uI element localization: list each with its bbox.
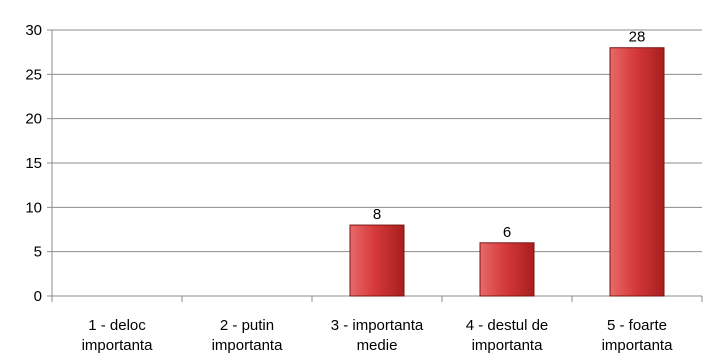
bar	[349, 224, 405, 297]
x-category-label: 5 - foarte	[607, 317, 667, 334]
y-axis-ticks: 0 5 10 15 20 25 30	[25, 22, 42, 305]
y-tick-label: 25	[25, 66, 42, 83]
y-tick-label: 0	[34, 288, 42, 305]
data-labels: 8 6 28	[373, 29, 646, 241]
x-category-label: 1 - deloc	[88, 317, 146, 334]
y-tick-label: 10	[25, 199, 42, 216]
data-label: 6	[503, 224, 511, 241]
x-category-label: 3 - importanta	[331, 317, 424, 334]
data-label: 8	[373, 206, 381, 223]
bars	[349, 47, 665, 297]
y-tick-label: 30	[25, 22, 42, 39]
x-category-label: importanta	[82, 337, 154, 354]
x-category-label: importanta	[602, 337, 674, 354]
x-category-label: medie	[357, 337, 398, 354]
x-category-label: importanta	[472, 337, 544, 354]
data-label: 28	[629, 29, 646, 46]
bar	[609, 47, 665, 297]
x-category-label: 4 - destul de	[466, 317, 549, 334]
x-axis-categories: 1 - deloc importanta 2 - putin importanta 3 …	[82, 317, 674, 354]
bar	[479, 242, 535, 297]
x-category-label: 2 - putin	[220, 317, 274, 334]
x-category-label: importanta	[212, 337, 284, 354]
y-tick-label: 15	[25, 155, 42, 172]
y-tick-label: 20	[25, 111, 42, 128]
y-tick-label: 5	[34, 244, 42, 261]
gridlines	[52, 29, 702, 253]
